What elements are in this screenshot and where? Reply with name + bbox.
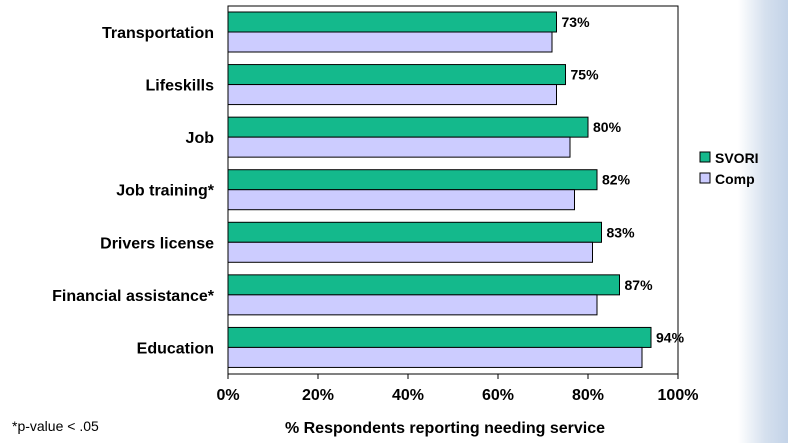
bar-svori-6 bbox=[227, 274, 620, 296]
legend-swatch-svori bbox=[699, 151, 711, 163]
bar-comp-2 bbox=[227, 84, 557, 106]
category-label-5: Drivers license bbox=[100, 235, 214, 252]
category-label-1: Transportation bbox=[102, 25, 214, 42]
data-label-svori-1: 73% bbox=[562, 14, 591, 30]
legend-label-svori: SVORI bbox=[715, 150, 759, 166]
footnote: *p-value < .05 bbox=[12, 418, 99, 434]
category-label-4: Job training* bbox=[116, 183, 215, 200]
bar-svori-5 bbox=[227, 221, 602, 243]
bar-comp-5 bbox=[227, 241, 593, 263]
category-labels: Transportation Lifeskills Job Job training*… bbox=[52, 25, 215, 357]
x-tick-label-6: 100% bbox=[658, 387, 699, 404]
category-label-7: Education bbox=[137, 340, 214, 357]
bar-svori-7 bbox=[227, 326, 652, 348]
bar-comp-3 bbox=[227, 136, 571, 158]
bar-comp-6 bbox=[227, 294, 598, 316]
category-label-6: Financial assistance* bbox=[52, 288, 215, 305]
bar-svori-3 bbox=[227, 116, 589, 138]
legend-label-comp: Comp bbox=[715, 171, 755, 187]
bars-group: 73% 75% 80% 82% 83% 87% 94% bbox=[227, 11, 685, 368]
bar-svori-4 bbox=[227, 169, 598, 191]
x-tick-label-4: 60% bbox=[482, 387, 514, 404]
legend: SVORI Comp bbox=[699, 150, 759, 187]
data-label-svori-3: 80% bbox=[593, 119, 622, 135]
x-tick-label-1: 0% bbox=[216, 387, 239, 404]
x-tick-label-3: 40% bbox=[392, 387, 424, 404]
category-label-3: Job bbox=[186, 130, 215, 147]
data-label-svori-6: 87% bbox=[625, 277, 654, 293]
category-label-2: Lifeskills bbox=[146, 78, 215, 95]
data-label-svori-7: 94% bbox=[656, 329, 685, 345]
bar-svori-1 bbox=[227, 11, 557, 33]
bar-comp-4 bbox=[227, 189, 575, 211]
slide-side-band bbox=[738, 0, 788, 443]
data-label-svori-2: 75% bbox=[571, 67, 600, 83]
x-tick-label-5: 80% bbox=[572, 387, 604, 404]
data-label-svori-4: 82% bbox=[602, 172, 631, 188]
legend-swatch-comp bbox=[699, 172, 711, 184]
data-label-svori-5: 83% bbox=[607, 224, 636, 240]
bar-comp-7 bbox=[227, 346, 643, 368]
bar-comp-1 bbox=[227, 31, 553, 53]
bar-svori-2 bbox=[227, 64, 566, 86]
x-axis-title: % Respondents reporting needing service bbox=[285, 420, 605, 437]
x-axis-ticks: 0% 20% 40% 60% 80% 100% bbox=[216, 374, 698, 404]
x-tick-label-2: 20% bbox=[302, 387, 334, 404]
